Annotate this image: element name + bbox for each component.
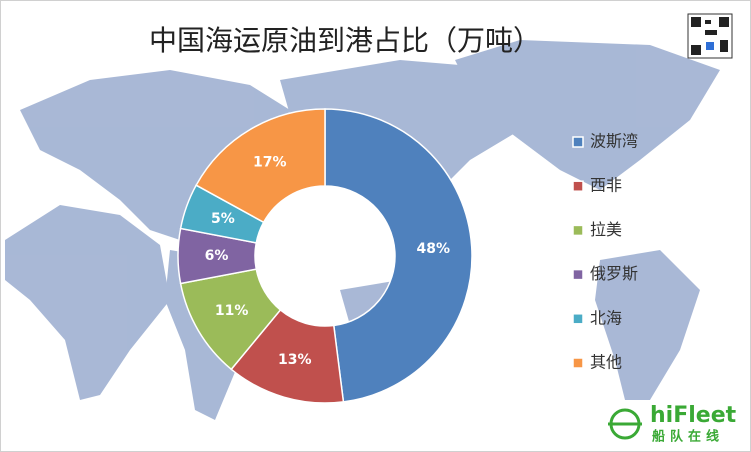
chart-title: 中国海运原油到港占比（万吨）: [149, 24, 541, 57]
legend-marker: [572, 180, 584, 192]
slice: [324, 108, 473, 403]
qr-code: [687, 13, 733, 59]
data-label: 13%: [278, 352, 312, 368]
legend-label: 波斯湾: [590, 132, 638, 151]
legend-label: 拉美: [590, 220, 622, 239]
data-label: 48%: [417, 241, 451, 257]
legend-label: 北海: [590, 308, 622, 327]
data-label: 17%: [253, 155, 287, 171]
legend-marker: [572, 357, 584, 369]
legend-label: 俄罗斯: [590, 264, 638, 283]
legend-marker: [572, 136, 584, 148]
legend-label: 西非: [590, 176, 622, 195]
legend-label: 其他: [590, 353, 622, 372]
logo: hiFleet 船队在线: [597, 400, 745, 447]
data-label: 11%: [215, 303, 249, 319]
logo-brand: hiFleet: [650, 403, 737, 428]
data-label: 5%: [211, 211, 235, 227]
legend-marker: [572, 313, 584, 325]
legend-marker: [572, 224, 584, 237]
legend-marker: [572, 268, 584, 281]
slice: [195, 108, 326, 224]
logo-subtitle: 船队在线: [652, 429, 724, 445]
data-label: 6%: [205, 248, 229, 264]
